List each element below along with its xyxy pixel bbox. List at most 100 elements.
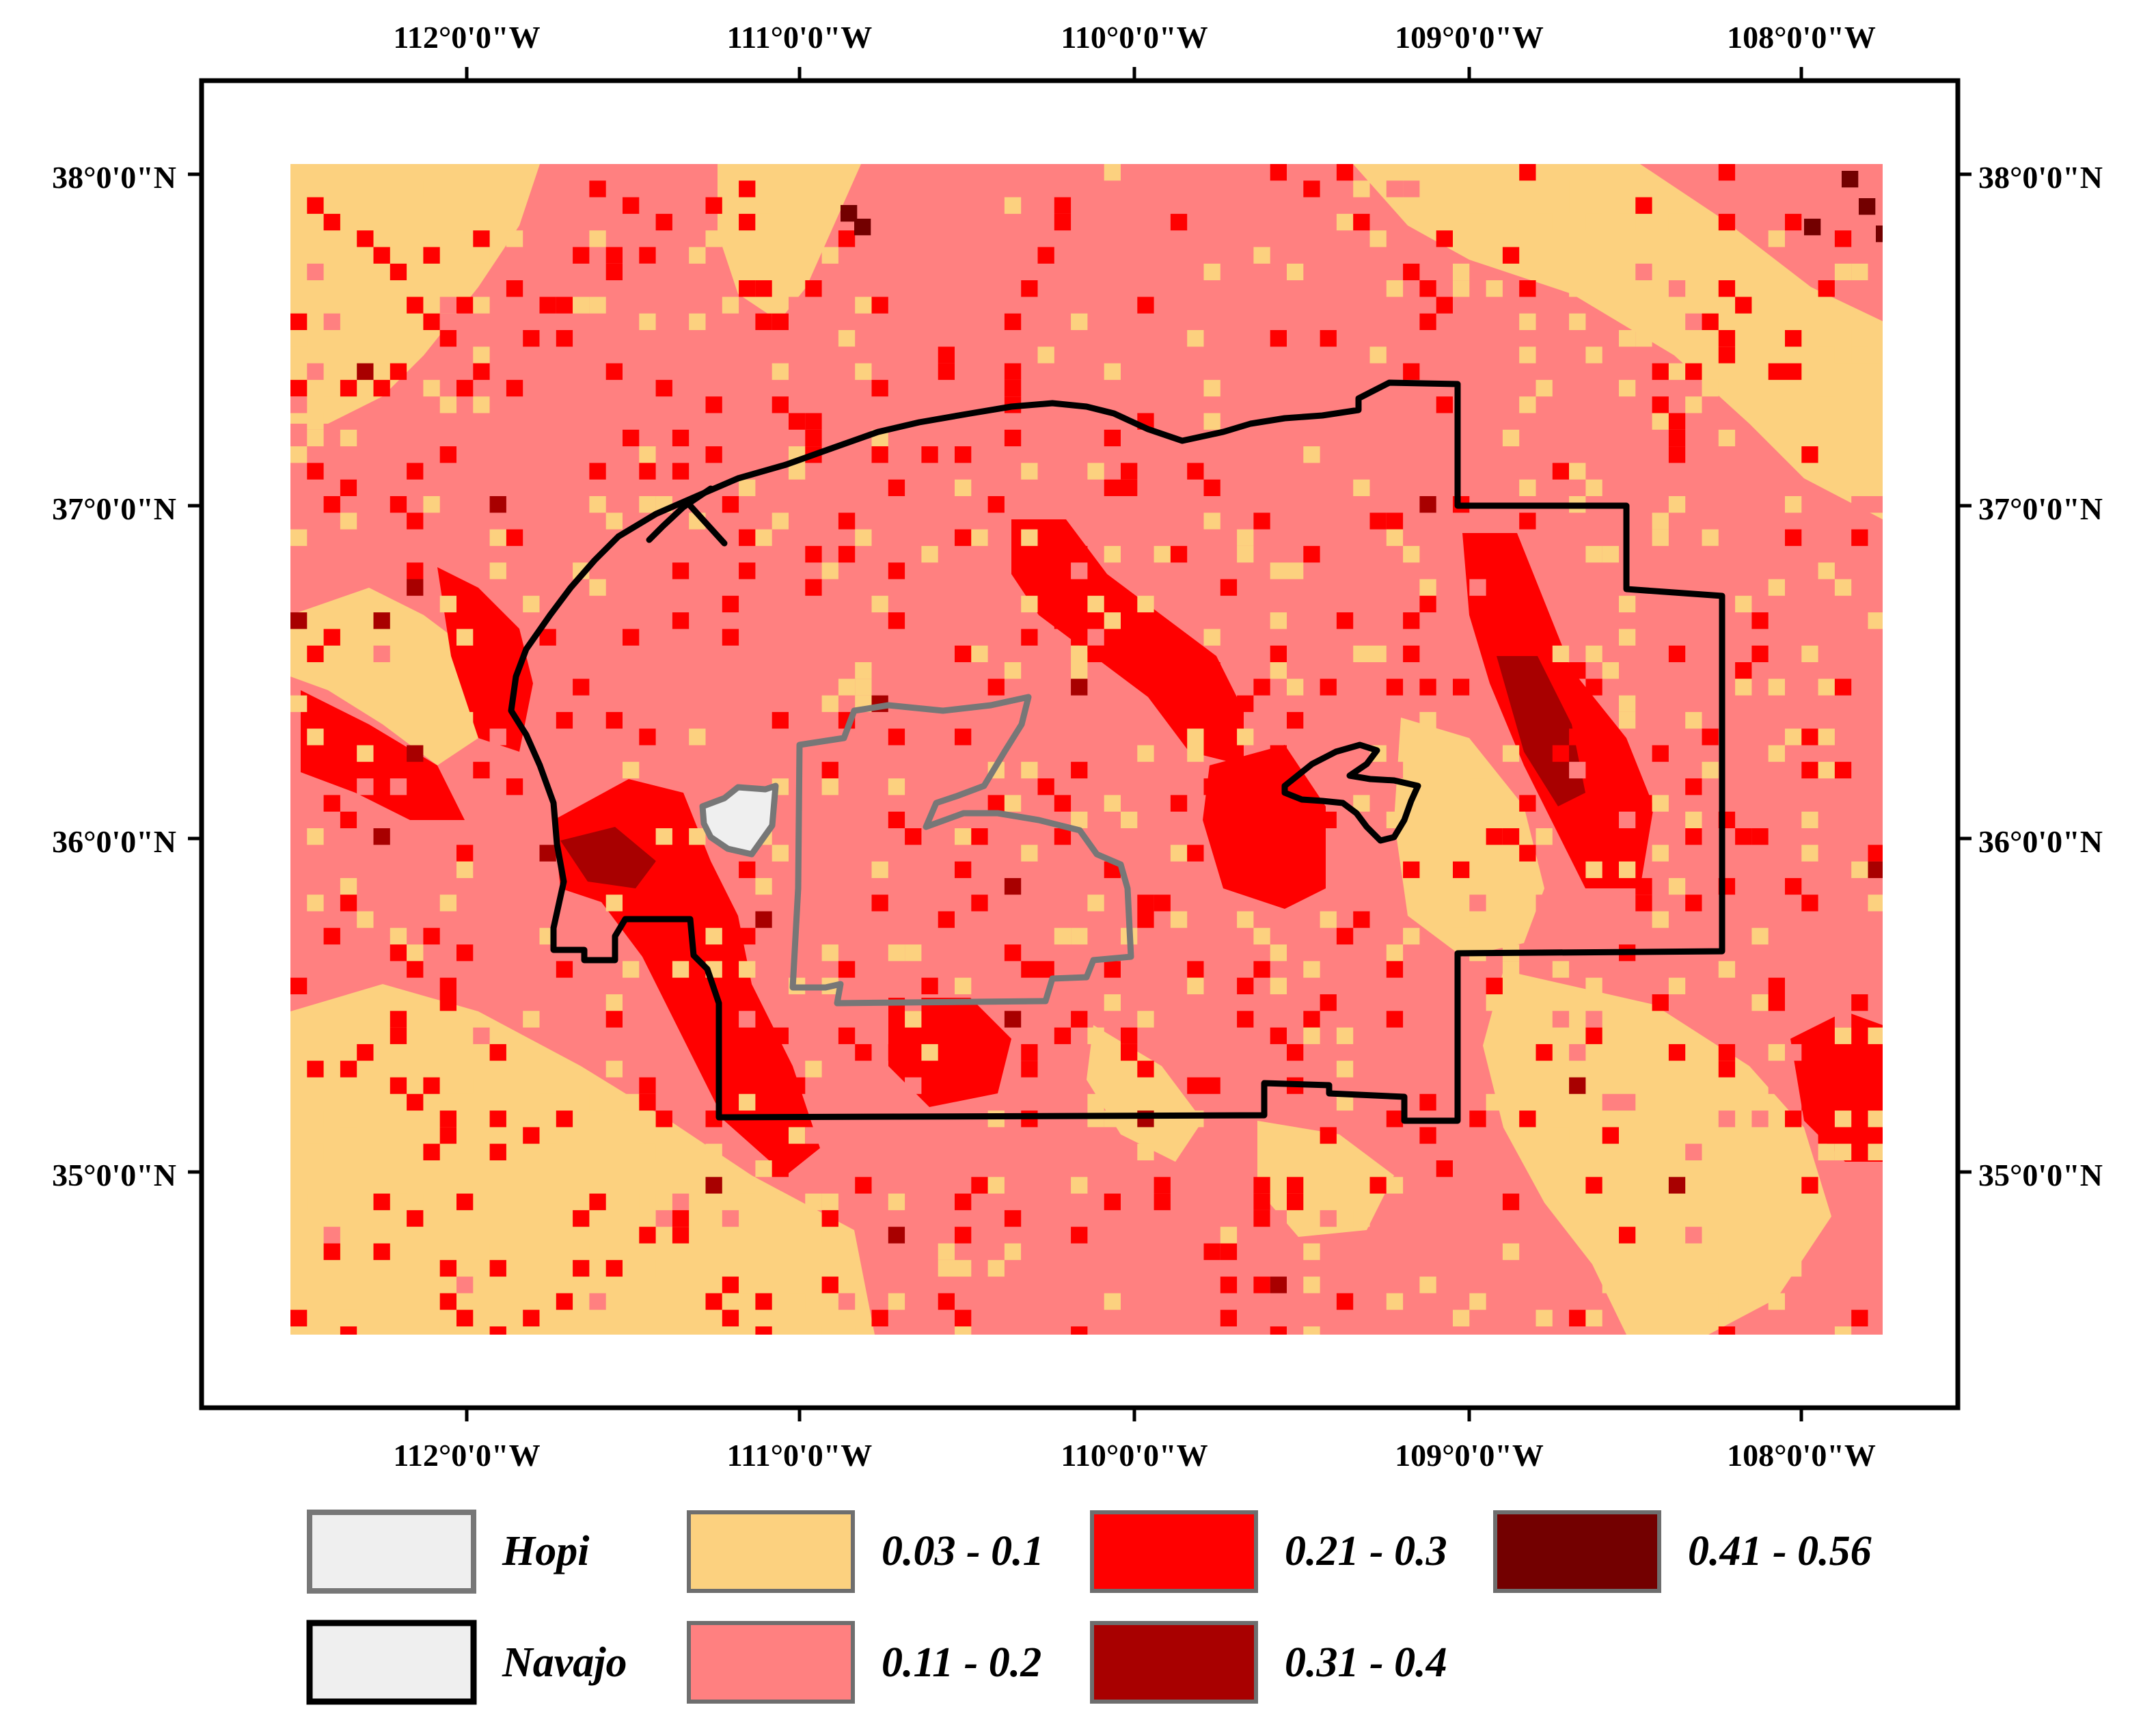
lon-label-bottom-3: 110°0'0"W: [1061, 1438, 1207, 1473]
raster-cell: [357, 612, 374, 629]
raster-cell: [489, 1110, 506, 1128]
raster-cell: [605, 895, 623, 912]
raster-cell: [888, 1227, 905, 1244]
raster-cell: [589, 1093, 606, 1111]
raster-cell: [1071, 313, 1088, 330]
raster-cell: [639, 1143, 656, 1160]
raster-cell: [739, 479, 756, 496]
legend: Hopi Navajo 0.03 - 0.1 0.11 - 0.2 0.21 -…: [306, 1510, 1872, 1705]
raster-cell: [1785, 496, 1802, 513]
raster-cell: [1104, 961, 1121, 978]
raster-cell: [1834, 761, 1852, 779]
raster-cell: [1087, 595, 1104, 613]
raster-cell: [506, 1160, 523, 1177]
raster-cell: [871, 446, 888, 463]
raster-cell: [1635, 877, 1652, 895]
raster-cell: [1702, 313, 1719, 330]
raster-cell: [340, 479, 357, 496]
raster-cell: [1602, 1277, 1619, 1294]
raster-cell: [1552, 180, 1570, 197]
raster-cell: [1220, 1243, 1238, 1260]
raster-cell: [623, 961, 640, 978]
raster-cell: [755, 280, 772, 297]
raster-cell: [1602, 828, 1619, 845]
raster-cell: [489, 562, 506, 580]
raster-cell: [1104, 363, 1121, 380]
raster-cell: [439, 1326, 456, 1335]
raster-cell: [1619, 629, 1636, 646]
raster-cell: [639, 263, 656, 281]
raster-cell: [838, 346, 856, 364]
raster-cell: [821, 944, 838, 962]
legend-swatch-class5: [1493, 1510, 1661, 1593]
raster-cell: [772, 711, 789, 729]
raster-cell: [589, 1243, 606, 1260]
raster-cell: [789, 1127, 806, 1144]
raster-cell: [971, 529, 988, 546]
raster-cell: [390, 927, 407, 945]
raster-cell: [639, 313, 656, 330]
raster-cell: [871, 297, 888, 314]
raster-cell: [605, 1011, 623, 1028]
raster-cell: [639, 1259, 656, 1277]
raster-cell: [1668, 877, 1686, 895]
raster-cell: [1104, 164, 1121, 181]
raster-cell: [1519, 164, 1536, 181]
raster-cell: [921, 1044, 938, 1061]
raster-cell: [805, 280, 822, 297]
raster-cell: [705, 1143, 722, 1160]
raster-cell: [1718, 961, 1736, 978]
raster-cell: [1552, 197, 1570, 214]
raster-cell: [987, 496, 1005, 513]
raster-cell: [1652, 1259, 1669, 1277]
raster-cell: [855, 363, 872, 380]
raster-cell: [971, 679, 988, 696]
raster-cell: [1320, 994, 1337, 1011]
raster-cell: [1203, 197, 1220, 214]
raster-cell: [1170, 795, 1188, 812]
raster-cell: [1154, 545, 1171, 563]
raster-cell: [473, 363, 490, 380]
raster-cell: [1320, 1210, 1337, 1227]
raster-cell: [489, 1143, 506, 1160]
raster-cell: [1170, 545, 1188, 563]
raster-cell: [1818, 396, 1835, 413]
raster-cell: [1668, 496, 1686, 513]
raster-cell: [1253, 1177, 1270, 1194]
raster-cell: [789, 1077, 806, 1094]
raster-cell: [489, 313, 506, 330]
raster-cell: [1818, 1143, 1835, 1160]
raster-cell: [722, 1293, 739, 1310]
raster-cell: [1121, 811, 1138, 828]
raster-cell: [987, 795, 1005, 812]
raster-cell: [623, 197, 640, 214]
raster-cell: [739, 927, 756, 945]
lon-label-top-1: 112°0'0"W: [393, 20, 540, 55]
raster-cell: [539, 1143, 556, 1160]
raster-zone-5: [290, 984, 875, 1335]
raster-cell: [1585, 679, 1602, 696]
raster-cell: [1735, 297, 1752, 314]
raster-cell: [1154, 1177, 1171, 1194]
raster-cell: [307, 1143, 324, 1160]
raster-cell: [1685, 363, 1702, 380]
raster-cell: [1253, 679, 1270, 696]
raster-cell: [821, 1193, 838, 1210]
raster-cell: [1552, 961, 1570, 978]
raster-cell: [1801, 1177, 1818, 1194]
raster-cell: [1369, 645, 1387, 662]
raster-cell: [987, 1177, 1005, 1194]
raster-cell: [1652, 363, 1669, 380]
raster-cell: [407, 1210, 424, 1227]
raster-cell: [838, 545, 856, 563]
raster-cell: [390, 778, 407, 795]
raster-cell: [456, 379, 474, 397]
raster-cell-high: [1859, 198, 1876, 215]
raster-cell: [307, 1061, 324, 1078]
raster-cell: [1453, 263, 1470, 281]
raster-cell: [323, 927, 340, 945]
raster-cell: [1054, 927, 1072, 945]
raster-cell: [1087, 895, 1104, 912]
raster-cell: [739, 1277, 756, 1294]
raster-cell: [955, 1309, 972, 1326]
